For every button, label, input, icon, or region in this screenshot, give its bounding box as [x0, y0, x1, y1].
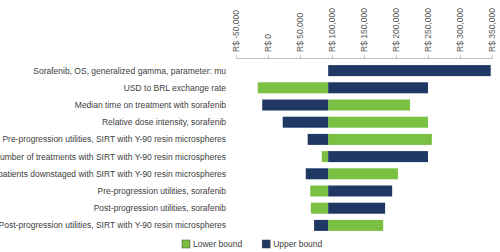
tick: R$ 50,000 [295, 13, 305, 58]
bar [328, 134, 432, 145]
legend-item: Lower bound [182, 239, 242, 249]
tick-label: R$ 300,000 [455, 8, 465, 52]
bar [328, 185, 392, 196]
legend-swatch [262, 240, 270, 248]
category-labels: Sorafenib, OS, generalized gamma, parame… [0, 66, 226, 231]
chart: R$ -50,000 R$ 0 R$ 50,000 R$ 100,000 R$ 150,… [0, 0, 500, 252]
tick-label: R$ 200,000 [391, 8, 401, 52]
bar [328, 99, 410, 110]
tick: R$ 350,000 [487, 8, 497, 58]
tick-mark [364, 55, 365, 58]
bar [306, 168, 328, 179]
category-label: Pre-progression utilities, SIRT with Y-9… [2, 134, 226, 144]
tick-mark [428, 55, 429, 58]
category-label: Post-progression utilities, SIRT with Y-… [0, 220, 226, 230]
tick: R$ 250,000 [423, 8, 433, 58]
bar [258, 82, 328, 93]
bar [328, 151, 428, 162]
tick-label: R$ 0 [263, 34, 273, 52]
category-label: USD to BRL exchange rate [124, 83, 226, 93]
bar [283, 117, 328, 128]
axis-line [237, 55, 493, 59]
tick: R$ 100,000 [327, 8, 337, 58]
tick-label: R$ 50,000 [295, 13, 305, 52]
tick-mark [268, 55, 269, 58]
bar [262, 99, 328, 110]
tick-label: R$ 350,000 [487, 8, 497, 52]
bar [328, 117, 428, 128]
tick: R$ -50,000 [231, 10, 241, 58]
bar [310, 185, 328, 196]
bar [308, 134, 328, 145]
tick-label: R$ 150,000 [359, 8, 369, 52]
bar [322, 151, 328, 162]
category-label: Relative dose intensity, sorafenib [102, 117, 226, 127]
bars [258, 65, 491, 231]
x-axis: R$ -50,000 R$ 0 R$ 50,000 R$ 100,000 R$ 150,… [231, 8, 497, 59]
legend-item: Upper bound [262, 239, 322, 249]
legend-swatch [182, 240, 190, 248]
tick: R$ 0 [263, 34, 273, 58]
category-label: Pre-progression utilities, sorafenib [97, 186, 226, 196]
tick-label: R$ 250,000 [423, 8, 433, 52]
bar [328, 203, 385, 214]
tick-mark [236, 55, 237, 58]
tick-mark [300, 55, 301, 58]
bar [314, 220, 328, 231]
legend: Lower bound Upper bound [182, 239, 323, 249]
category-label: Post-progression utilities, sorafenib [94, 203, 227, 213]
tick-label: R$ -50,000 [231, 10, 241, 52]
bar [311, 203, 328, 214]
tick-mark [396, 55, 397, 58]
category-label: Number of treatments with SIRT with Y-90… [0, 152, 226, 162]
tick-label: R$ 100,000 [327, 8, 337, 52]
category-label: Median time on treatment with sorafenib [75, 100, 226, 110]
bar [328, 82, 428, 93]
category-label: Proportion of patients downstaged with S… [0, 169, 226, 179]
legend-label: Lower bound [193, 239, 242, 249]
legend-label: Upper bound [273, 239, 322, 249]
tick-mark [492, 55, 493, 58]
category-label: Sorafenib, OS, generalized gamma, parame… [33, 66, 226, 76]
tick-mark [332, 55, 333, 58]
bar [328, 220, 383, 231]
tick: R$ 200,000 [391, 8, 401, 58]
bar [328, 168, 398, 179]
tick: R$ 150,000 [359, 8, 369, 58]
tick-mark [460, 55, 461, 58]
bar [328, 65, 491, 76]
tick: R$ 300,000 [455, 8, 465, 58]
